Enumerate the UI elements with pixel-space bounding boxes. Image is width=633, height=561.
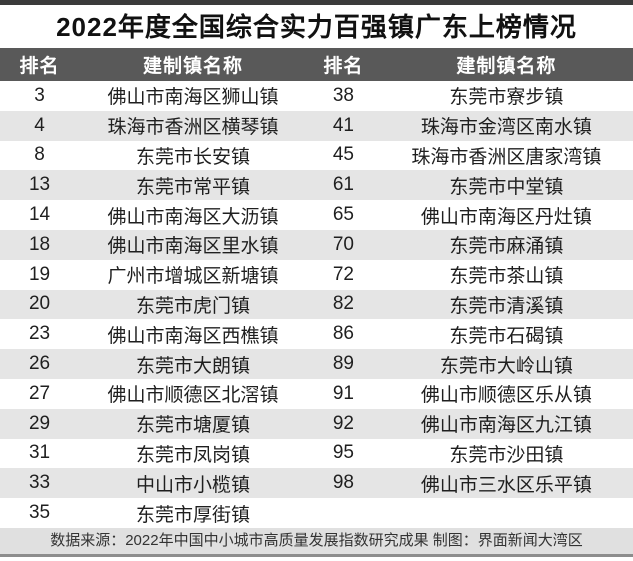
town-cell-left: 东莞市凤岗镇 [79, 438, 307, 469]
table-row: 33 中山市小榄镇 98 佛山市三水区乐平镇 [0, 468, 633, 499]
table-row: 14 佛山市南海区大沥镇 65 佛山市南海区丹灶镇 [0, 200, 633, 230]
town-cell-right: 珠海市香洲区唐家湾镇 [379, 140, 633, 171]
rank-cell-left: 18 [0, 229, 80, 260]
town-cell-right: 东莞市沙田镇 [379, 438, 633, 469]
town-cell-left: 佛山市南海区狮山镇 [79, 81, 307, 111]
table-row: 8 东莞市长安镇 45 珠海市香洲区唐家湾镇 [0, 140, 633, 171]
table-row: 26 东莞市大朗镇 89 东莞市大岭山镇 [0, 349, 633, 379]
rank-cell-right: 70 [307, 229, 380, 260]
town-cell-right [379, 498, 633, 528]
rank-cell-right: 65 [307, 200, 380, 230]
rank-cell-left: 4 [0, 110, 80, 141]
town-cell-right: 佛山市南海区丹灶镇 [379, 200, 633, 230]
ranking-table: 排名 建制镇名称 排名 建制镇名称 3 佛山市南海区狮山镇 38 东莞市寮步镇 4 珠海市… [0, 48, 633, 528]
rank-cell-left: 27 [0, 378, 80, 409]
town-cell-left: 珠海市香洲区横琴镇 [79, 110, 307, 141]
town-cell-left: 东莞市长安镇 [79, 140, 307, 171]
table-row: 19 广州市增城区新塘镇 72 东莞市茶山镇 [0, 259, 633, 290]
rank-cell-left: 14 [0, 200, 80, 230]
rank-cell-right: 92 [307, 408, 380, 439]
rank-cell-right: 91 [307, 378, 380, 409]
town-cell-left: 佛山市顺德区北滘镇 [79, 378, 307, 409]
column-header-rank-left: 排名 [0, 48, 80, 81]
town-cell-left: 广州市增城区新塘镇 [79, 259, 307, 290]
town-cell-left: 东莞市厚街镇 [79, 498, 307, 528]
town-cell-left: 佛山市南海区西樵镇 [79, 319, 307, 350]
town-cell-right: 佛山市顺德区乐从镇 [379, 378, 633, 409]
town-cell-right: 东莞市寮步镇 [379, 81, 633, 111]
rank-cell-right: 95 [307, 438, 380, 469]
town-cell-right: 佛山市三水区乐平镇 [379, 468, 633, 499]
rank-cell-left: 20 [0, 289, 80, 320]
town-cell-left: 佛山市南海区大沥镇 [79, 200, 307, 230]
rank-cell-left: 33 [0, 468, 80, 499]
rank-cell-right: 72 [307, 259, 380, 290]
town-cell-right: 佛山市南海区九江镇 [379, 408, 633, 439]
rank-cell-right: 89 [307, 349, 380, 379]
top-border [0, 0, 633, 5]
town-cell-right: 东莞市中堂镇 [379, 170, 633, 201]
rank-cell-left: 23 [0, 319, 80, 350]
rank-cell-left: 19 [0, 259, 80, 290]
table-row: 31 东莞市凤岗镇 95 东莞市沙田镇 [0, 438, 633, 469]
column-header-town-right: 建制镇名称 [379, 48, 633, 81]
rank-cell-left: 26 [0, 349, 80, 379]
rank-cell-right: 82 [307, 289, 380, 320]
town-cell-right: 东莞市麻涌镇 [379, 229, 633, 260]
rank-cell-right: 38 [307, 81, 380, 111]
rank-cell-right [307, 498, 380, 528]
rank-cell-left: 35 [0, 498, 80, 528]
rank-cell-left: 3 [0, 81, 80, 111]
rank-cell-left: 31 [0, 438, 80, 469]
town-cell-left: 佛山市南海区里水镇 [79, 229, 307, 260]
rank-cell-right: 98 [307, 468, 380, 499]
table-row: 4 珠海市香洲区横琴镇 41 珠海市金湾区南水镇 [0, 110, 633, 141]
bottom-border [0, 553, 633, 557]
source-note: 数据来源：2022年中国中小城市高质量发展指数研究成果 制图：界面新闻大湾区 [0, 527, 633, 554]
town-cell-right: 东莞市茶山镇 [379, 259, 633, 290]
town-cell-left: 东莞市塘厦镇 [79, 408, 307, 439]
rank-cell-left: 13 [0, 170, 80, 201]
table-row: 29 东莞市塘厦镇 92 佛山市南海区九江镇 [0, 408, 633, 439]
rank-cell-left: 29 [0, 408, 80, 439]
rank-cell-right: 45 [307, 140, 380, 171]
rank-cell-right: 86 [307, 319, 380, 350]
table-row: 35 东莞市厚街镇 [0, 498, 633, 528]
town-cell-left: 中山市小榄镇 [79, 468, 307, 499]
town-cell-left: 东莞市大朗镇 [79, 349, 307, 379]
table-row: 27 佛山市顺德区北滘镇 91 佛山市顺德区乐从镇 [0, 378, 633, 409]
table-row: 13 东莞市常平镇 61 东莞市中堂镇 [0, 170, 633, 201]
town-cell-right: 东莞市石碣镇 [379, 319, 633, 350]
town-cell-left: 东莞市常平镇 [79, 170, 307, 201]
table-row: 20 东莞市虎门镇 82 东莞市清溪镇 [0, 289, 633, 320]
town-cell-right: 珠海市金湾区南水镇 [379, 110, 633, 141]
town-cell-right: 东莞市清溪镇 [379, 289, 633, 320]
table-header-row: 排名 建制镇名称 排名 建制镇名称 [0, 48, 633, 81]
town-cell-left: 东莞市虎门镇 [79, 289, 307, 320]
column-header-town-left: 建制镇名称 [79, 48, 307, 81]
page-title: 2022年度全国综合实力百强镇广东上榜情况 [56, 12, 577, 42]
rank-cell-left: 8 [0, 140, 80, 171]
table-row: 18 佛山市南海区里水镇 70 东莞市麻涌镇 [0, 229, 633, 260]
rank-cell-right: 61 [307, 170, 380, 201]
rank-cell-right: 41 [307, 110, 380, 141]
table-row: 23 佛山市南海区西樵镇 86 东莞市石碣镇 [0, 319, 633, 350]
table-row: 3 佛山市南海区狮山镇 38 东莞市寮步镇 [0, 81, 633, 111]
column-header-rank-right: 排名 [307, 48, 380, 81]
town-cell-right: 东莞市大岭山镇 [379, 349, 633, 379]
